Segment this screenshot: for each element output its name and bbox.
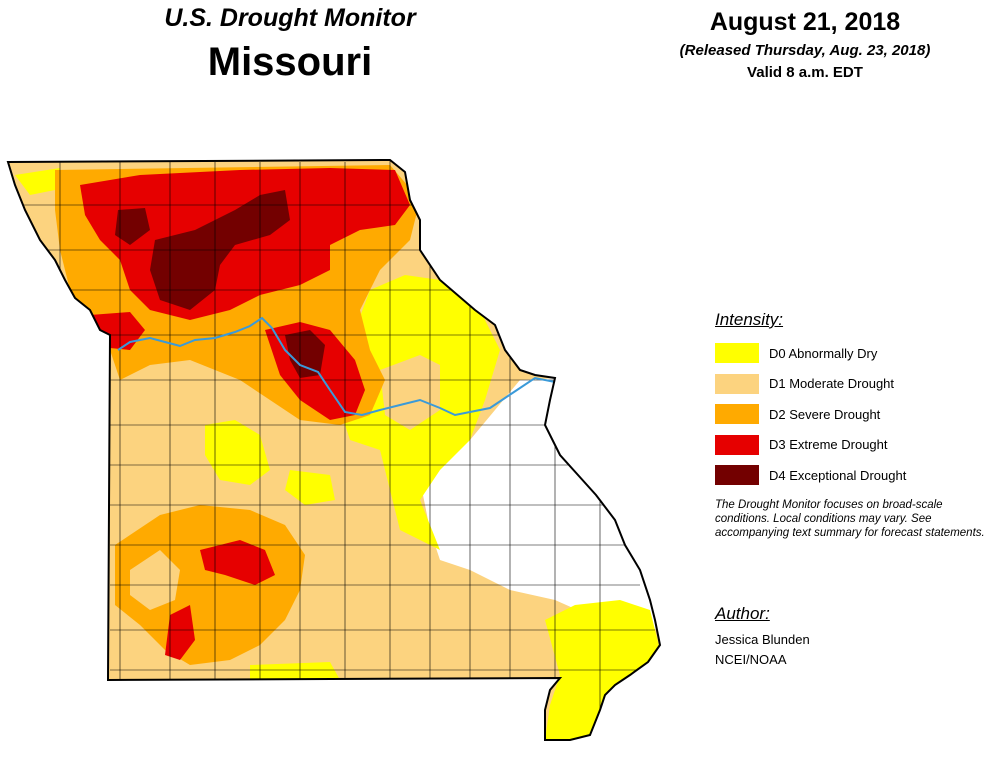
missouri-drought-map xyxy=(6,158,662,741)
author-heading: Author: xyxy=(715,604,770,623)
map-subtitle: U.S. Drought Monitor xyxy=(164,4,416,32)
missouri-river xyxy=(117,316,556,417)
area-d0-central-2 xyxy=(285,470,335,505)
map-date: August 21, 2018 xyxy=(709,8,901,36)
legend-item-d1: D1 Moderate Drought xyxy=(715,369,985,400)
legend-swatch-d4 xyxy=(715,465,759,486)
legend-item-d0: D0 Abnormally Dry xyxy=(715,338,985,369)
legend-label-d2: D2 Severe Drought xyxy=(769,406,881,422)
disclaimer-note: The Drought Monitor focuses on broad-sca… xyxy=(715,499,985,539)
release-date: (Released Thursday, Aug. 23, 2018) xyxy=(679,42,931,59)
author-name: Jessica Blunden xyxy=(715,632,810,647)
area-d3-west xyxy=(90,312,145,350)
legend-title: Intensity: xyxy=(715,310,784,329)
area-d1-southwest-inner xyxy=(130,550,180,610)
legend-swatch-d3 xyxy=(715,434,759,455)
legend-item-d3: D3 Extreme Drought xyxy=(715,430,985,461)
area-d0-central xyxy=(205,420,270,485)
area-d4-north-2 xyxy=(115,208,150,245)
county-boundaries xyxy=(8,160,660,710)
area-d1-east-north xyxy=(380,355,440,430)
area-d4-central xyxy=(285,330,325,378)
author-organization: NCEI/NOAA xyxy=(715,652,787,667)
legend-item-d2: D2 Severe Drought xyxy=(715,399,985,430)
area-d3-southwest-2 xyxy=(165,605,195,660)
legend: Intensity: D0 Abnormally Dry D1 Moderate… xyxy=(715,310,985,491)
legend-swatch-d2 xyxy=(715,404,759,425)
legend-item-d4: D4 Exceptional Drought xyxy=(715,460,985,491)
area-d0-south xyxy=(250,662,340,680)
area-d3-southwest xyxy=(200,540,275,585)
legend-label-d3: D3 Extreme Drought xyxy=(769,437,888,453)
area-d0-northwest xyxy=(15,168,60,195)
valid-time: Valid 8 a.m. EDT xyxy=(747,64,863,81)
legend-swatch-d0 xyxy=(715,343,759,364)
map-title: Missouri xyxy=(207,40,373,84)
state-border xyxy=(6,158,662,741)
legend-label-d1: D1 Moderate Drought xyxy=(769,376,895,392)
legend-label-d4: D4 Exceptional Drought xyxy=(769,467,907,483)
legend-label-d0: D0 Abnormally Dry xyxy=(769,345,878,361)
legend-swatch-d1 xyxy=(715,373,759,394)
